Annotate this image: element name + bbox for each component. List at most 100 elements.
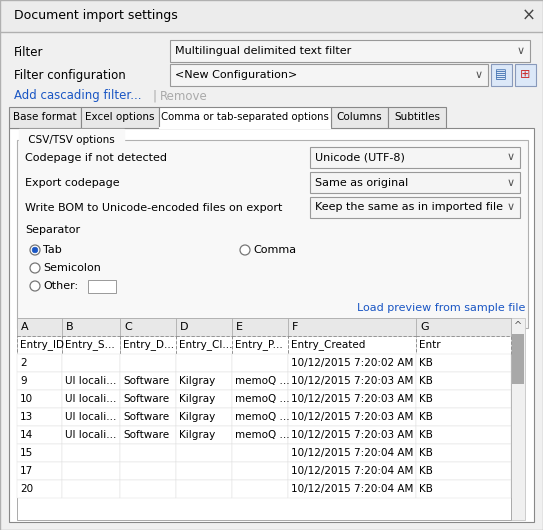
Bar: [176, 408, 232, 426]
Text: Entr: Entr: [419, 340, 440, 350]
Text: Columns: Columns: [337, 112, 382, 122]
Bar: [62, 462, 120, 480]
Text: 10: 10: [20, 394, 33, 404]
Bar: [388, 107, 446, 128]
Text: Unicode (UTF-8): Unicode (UTF-8): [315, 153, 405, 163]
Bar: [120, 318, 176, 336]
Bar: [416, 318, 511, 336]
Text: Subtitles: Subtitles: [394, 112, 440, 122]
Text: KB: KB: [419, 466, 433, 476]
Bar: [120, 408, 176, 426]
Text: F: F: [292, 322, 298, 332]
Text: ∨: ∨: [507, 202, 515, 213]
Bar: [17, 480, 62, 498]
Text: 10/12/2015 7:20:03 AM: 10/12/2015 7:20:03 AM: [291, 412, 413, 422]
Text: Entry_ID: Entry_ID: [20, 340, 64, 350]
Text: 2: 2: [20, 358, 27, 368]
Bar: [17, 318, 62, 336]
Text: memoQ ...: memoQ ...: [235, 412, 289, 422]
Text: Base format: Base format: [13, 112, 77, 122]
Bar: [288, 480, 416, 498]
Bar: [288, 390, 416, 408]
Bar: [310, 147, 520, 168]
Bar: [62, 318, 120, 336]
Bar: [511, 318, 525, 520]
Bar: [17, 408, 62, 426]
Bar: [62, 390, 120, 408]
Bar: [17, 426, 62, 444]
Bar: [288, 426, 416, 444]
Bar: [232, 408, 288, 426]
Bar: [176, 372, 232, 390]
Text: ⊞: ⊞: [520, 68, 531, 82]
Circle shape: [30, 281, 40, 291]
Text: E: E: [236, 322, 243, 332]
Circle shape: [30, 245, 40, 255]
Bar: [515, 64, 536, 86]
Text: Add cascading filter...: Add cascading filter...: [14, 90, 142, 102]
Text: Entry_S...: Entry_S...: [65, 340, 115, 350]
Bar: [17, 354, 62, 372]
Bar: [17, 140, 528, 328]
Text: KB: KB: [419, 430, 433, 440]
Text: Entry_D...: Entry_D...: [123, 340, 174, 350]
Text: Entry_Cl...: Entry_Cl...: [179, 340, 232, 350]
Text: Other:: Other:: [43, 281, 78, 291]
Text: Software: Software: [123, 412, 169, 422]
Bar: [176, 354, 232, 372]
Text: UI locali...: UI locali...: [65, 412, 116, 422]
Bar: [232, 354, 288, 372]
Bar: [176, 480, 232, 498]
Text: 10/12/2015 7:20:04 AM: 10/12/2015 7:20:04 AM: [291, 484, 413, 494]
Bar: [9, 128, 534, 522]
Text: Filter: Filter: [14, 46, 43, 58]
Bar: [288, 408, 416, 426]
Bar: [512, 334, 524, 384]
Text: Multilingual delimited text filter: Multilingual delimited text filter: [175, 46, 351, 56]
Bar: [416, 354, 511, 372]
Bar: [176, 318, 232, 336]
Text: 10/12/2015 7:20:03 AM: 10/12/2015 7:20:03 AM: [291, 394, 413, 404]
Bar: [310, 172, 520, 193]
Text: Comma: Comma: [253, 245, 296, 255]
Text: Tab: Tab: [43, 245, 62, 255]
Text: KB: KB: [419, 412, 433, 422]
Bar: [416, 480, 511, 498]
Bar: [232, 336, 288, 354]
Text: KB: KB: [419, 358, 433, 368]
Bar: [176, 426, 232, 444]
Bar: [288, 372, 416, 390]
Text: Filter configuration: Filter configuration: [14, 69, 126, 83]
Bar: [120, 390, 176, 408]
Text: Same as original: Same as original: [315, 178, 408, 188]
Text: D: D: [180, 322, 188, 332]
Bar: [416, 408, 511, 426]
Bar: [288, 318, 416, 336]
Text: 9: 9: [20, 376, 27, 386]
Text: ∨: ∨: [507, 178, 515, 188]
Bar: [120, 336, 176, 354]
Text: UI locali...: UI locali...: [65, 376, 116, 386]
Text: Remove: Remove: [160, 90, 208, 102]
Text: 15: 15: [20, 448, 33, 458]
Circle shape: [32, 247, 38, 253]
Text: ∨: ∨: [507, 153, 515, 163]
Text: UI locali...: UI locali...: [65, 394, 116, 404]
Bar: [0, 0, 543, 32]
Text: ×: ×: [522, 7, 536, 25]
Text: 10/12/2015 7:20:03 AM: 10/12/2015 7:20:03 AM: [291, 430, 413, 440]
Bar: [331, 107, 388, 128]
Bar: [159, 107, 331, 128]
Bar: [62, 336, 120, 354]
Bar: [62, 426, 120, 444]
Text: Comma or tab-separated options: Comma or tab-separated options: [161, 112, 329, 122]
Bar: [81, 107, 159, 128]
Text: 20: 20: [20, 484, 33, 494]
Bar: [62, 408, 120, 426]
Bar: [288, 444, 416, 462]
Text: KB: KB: [419, 448, 433, 458]
Text: 10/12/2015 7:20:02 AM: 10/12/2015 7:20:02 AM: [291, 358, 413, 368]
Text: 10/12/2015 7:20:04 AM: 10/12/2015 7:20:04 AM: [291, 466, 413, 476]
Bar: [62, 372, 120, 390]
Bar: [416, 426, 511, 444]
